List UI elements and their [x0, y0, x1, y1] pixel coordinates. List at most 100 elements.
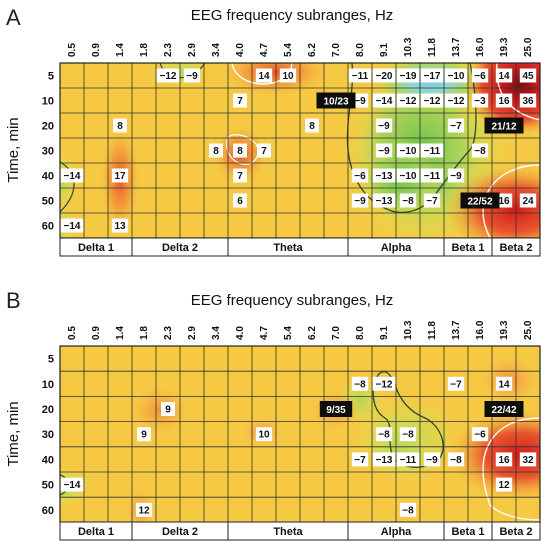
cell-value: −8 — [474, 146, 486, 157]
cell-value: 13 — [114, 221, 126, 232]
cell-value: −14 — [376, 96, 393, 107]
cell-value: 7 — [237, 96, 243, 107]
x-tick-label: 0.5 — [67, 326, 78, 340]
cell-value: −7 — [426, 196, 438, 207]
panel-b-ylabel: Time, min — [5, 401, 22, 466]
cell-value: 12 — [138, 505, 150, 516]
panel-a-title: EEG frequency subranges, Hz — [191, 7, 394, 24]
cell-value: −14 — [64, 221, 81, 232]
panel-b-cell-labels: −8 −12 −7 14 9 9 10 −8 −8 −6 −7 −13 −11 −9 −8 16 32 −14 12… — [60, 376, 537, 517]
band-label: Beta 1 — [451, 526, 484, 538]
cell-value-box — [399, 502, 417, 517]
cell-value-box — [255, 427, 273, 442]
cell-value: −7 — [354, 455, 366, 466]
cell-value: −3 — [474, 96, 486, 107]
cell-value: 10 — [258, 430, 270, 441]
cell-value: −13 — [376, 455, 393, 466]
cell-value-box — [372, 168, 396, 183]
cell-value: −14 — [64, 480, 81, 491]
x-tick-label: 13.7 — [451, 37, 462, 57]
cell-value: −11 — [400, 455, 417, 466]
x-tick-label: 0.5 — [67, 43, 78, 57]
cell-value-box — [375, 427, 393, 442]
y-tick-label: 50 — [42, 196, 54, 208]
x-tick-label: 6.2 — [307, 326, 318, 340]
cell-value-box — [113, 118, 127, 133]
x-tick-label: 1.8 — [139, 43, 150, 57]
x-tick-label: 19.3 — [499, 320, 510, 340]
y-tick-label: 10 — [42, 96, 54, 108]
y-tick-label: 20 — [42, 121, 54, 133]
x-tick-label: 2.9 — [187, 326, 198, 340]
cell-value-box — [351, 93, 369, 108]
cell-value: −8 — [402, 196, 414, 207]
cell-value: −11 — [424, 146, 441, 157]
cell-value-box — [156, 68, 180, 83]
y-tick-label: 40 — [42, 171, 54, 183]
cell-value-box — [372, 93, 396, 108]
x-tick-label: 5.4 — [283, 326, 294, 340]
cell-value: −6 — [474, 430, 486, 441]
cell-value-box — [351, 376, 369, 391]
x-tick-label: 13.7 — [451, 320, 462, 340]
cell-value: −13 — [376, 171, 393, 182]
cell-value: −11 — [352, 71, 369, 82]
cell-value: 24 — [522, 196, 534, 207]
cell-value-box — [420, 68, 444, 83]
y-tick-label: 30 — [42, 146, 54, 158]
x-tick-label: 4.0 — [235, 43, 246, 57]
cell-value-box — [495, 452, 513, 467]
cell-value-box — [161, 402, 175, 416]
x-tick-label: 1.4 — [115, 43, 126, 57]
cell-value: −13 — [376, 196, 393, 207]
marker-label: 21/12 — [491, 122, 516, 133]
cell-value-box — [519, 193, 537, 208]
y-tick-label: 5 — [48, 354, 54, 366]
cell-value: 7 — [237, 171, 243, 182]
cell-value-box — [372, 376, 396, 391]
cell-value: 14 — [258, 71, 270, 82]
x-tick-label: 10.3 — [403, 37, 414, 57]
x-tick-label: 10.3 — [403, 320, 414, 340]
cell-value: −7 — [450, 121, 462, 132]
cell-value-box — [420, 93, 444, 108]
x-tick-label: 4.0 — [235, 326, 246, 340]
panel-a-grid: 0.5 0.9 1.4 1.8 2.3 2.9 3.4 4.0 4.7 5.4 6.2 7.0 8.0 9… — [42, 37, 541, 257]
cell-value: −10 — [400, 171, 417, 182]
cell-value-box — [471, 143, 489, 158]
cell-value-box — [137, 427, 151, 442]
cell-value: 6 — [237, 196, 243, 207]
cell-value: −19 — [400, 71, 417, 82]
cell-value: 45 — [522, 71, 534, 82]
x-tick-label: 0.9 — [91, 43, 102, 57]
x-tick-label: 1.4 — [115, 326, 126, 340]
cell-value-box — [60, 218, 84, 233]
cell-value-box — [519, 68, 537, 83]
cell-value-box — [396, 93, 420, 108]
cell-value-box — [305, 118, 319, 133]
cell-value: −10 — [400, 146, 417, 157]
cell-value: 32 — [522, 455, 534, 466]
cell-value: 17 — [114, 171, 126, 182]
cell-value: −20 — [376, 71, 393, 82]
cell-value-box — [279, 68, 297, 83]
cell-value-box — [495, 477, 513, 492]
marker-box — [319, 401, 353, 417]
marker-box — [316, 92, 356, 109]
band-label: Delta 2 — [162, 526, 198, 538]
y-tick-label: 60 — [42, 221, 54, 233]
x-tick-label: 11.8 — [427, 38, 438, 57]
panel-a-cell-labels: −12 −9 14 10 −11 −20 −19 −17 −10 −6 14 457 −9 −14 −12−… — [60, 68, 537, 233]
x-tick-label: 4.7 — [259, 43, 270, 57]
x-tick-label: 2.3 — [163, 43, 174, 57]
y-tick-label: 50 — [42, 480, 54, 492]
x-tick-label: 3.4 — [211, 326, 222, 340]
marker-label: 22/52 — [467, 197, 492, 208]
band-label: Delta 2 — [162, 242, 198, 254]
cell-value-box — [444, 68, 468, 83]
cell-value: −9 — [354, 196, 366, 207]
y-tick-label: 5 — [48, 71, 54, 83]
y-tick-label: 20 — [42, 404, 54, 416]
cell-value-box — [372, 452, 396, 467]
marker-label: 9/35 — [326, 405, 346, 416]
